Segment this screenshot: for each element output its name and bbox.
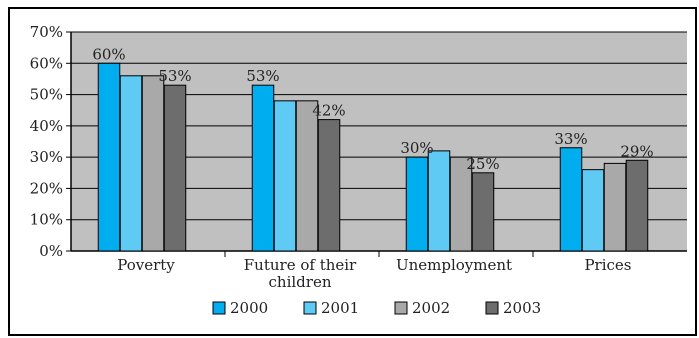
legend-swatch-2001 [303, 301, 317, 315]
data-label: 30% [400, 139, 433, 157]
bar-2001 [427, 150, 451, 252]
data-label: 60% [92, 45, 125, 63]
bar-2002 [295, 100, 319, 252]
bar-2003 [317, 119, 341, 252]
bar-2000 [251, 84, 275, 252]
y-tick-label: 20% [30, 179, 63, 197]
y-tick-label: 0% [39, 242, 63, 260]
bar-2000 [559, 147, 583, 252]
y-tick-label: 10% [30, 211, 63, 229]
x-tick-label: Future of their [244, 256, 357, 274]
data-label: 33% [554, 130, 587, 148]
bar-2003 [471, 172, 495, 252]
data-label: 53% [246, 67, 279, 85]
legend-label: 2000 [230, 299, 268, 317]
legend-swatch-2003 [485, 301, 499, 315]
y-tick-label: 30% [30, 148, 63, 166]
x-tick-label: Prices [584, 256, 631, 274]
y-tick-label: 40% [30, 117, 63, 135]
y-tick-label: 50% [30, 86, 63, 104]
y-tick-label: 60% [30, 54, 63, 72]
x-tick-label: Poverty [117, 256, 175, 274]
data-label: 29% [620, 142, 653, 160]
bar-2003 [163, 84, 187, 252]
x-tick-label: Unemployment [396, 256, 512, 274]
bar-2000 [97, 62, 121, 252]
legend-label: 2001 [321, 299, 359, 317]
bar-2001 [119, 75, 143, 252]
legend-swatch-2000 [212, 301, 226, 315]
x-tick-label: children [269, 273, 332, 291]
legend-label: 2002 [412, 299, 450, 317]
bar-2002 [141, 75, 165, 252]
bar-2000 [405, 156, 429, 252]
y-tick-label: 70% [30, 23, 63, 41]
bar-2001 [273, 100, 297, 252]
data-label: 53% [158, 67, 191, 85]
bar-2003 [625, 159, 649, 252]
legend-swatch-2002 [394, 301, 408, 315]
bar-2001 [581, 169, 605, 252]
data-label: 42% [312, 102, 345, 120]
legend-label: 2003 [503, 299, 541, 317]
bar-2002 [603, 162, 627, 252]
data-label: 25% [466, 155, 499, 173]
